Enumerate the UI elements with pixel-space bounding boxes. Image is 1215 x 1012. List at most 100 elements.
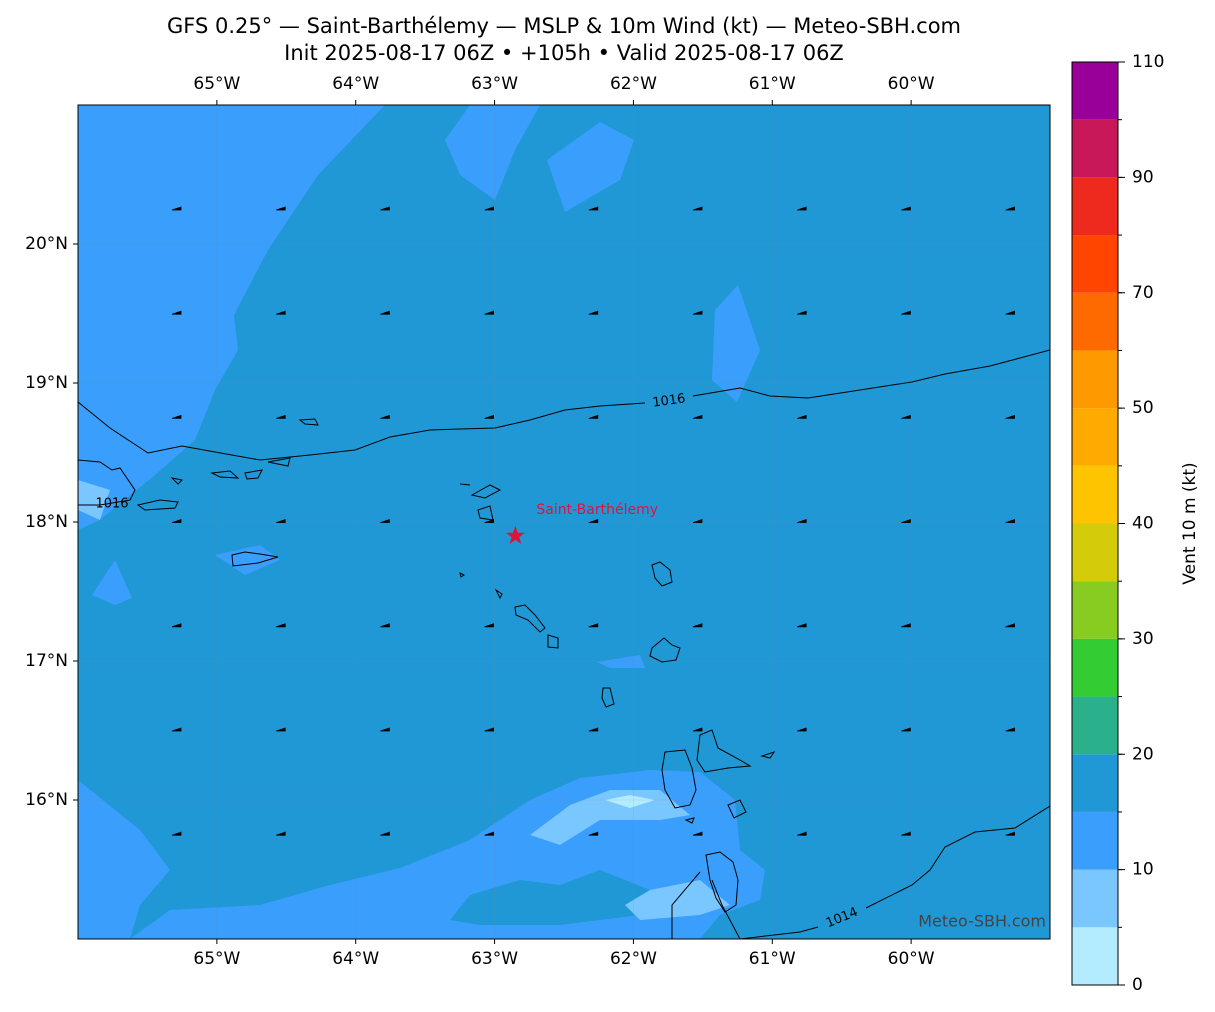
colorbar: 0 10 20 30 40 50 70 90 110 Vent 10 m (kt) <box>1071 52 1200 995</box>
wind-arrow <box>484 623 494 628</box>
wind-arrow <box>901 206 911 211</box>
colorbar-tick-label: 0 <box>1132 975 1143 995</box>
y-tick-label: 20°N <box>25 234 68 254</box>
wind-fill <box>78 480 730 920</box>
x-tick-label: 63°W <box>471 949 518 969</box>
wind-arrow <box>276 310 286 315</box>
colorbar-tick-label: 30 <box>1132 629 1154 649</box>
colorbar-segment <box>1072 465 1118 524</box>
map-area: 1016 1016 1014 Meteo-SBH.com <box>78 105 1050 939</box>
wind-arrow <box>692 519 703 523</box>
wind-arrow <box>484 831 494 836</box>
wind-arrow <box>797 623 807 628</box>
colorbar-segment <box>1072 292 1118 351</box>
wind-arrow <box>901 623 911 628</box>
wind-arrow <box>901 831 911 836</box>
wind-arrow <box>380 519 390 523</box>
wind-arrow <box>588 727 599 732</box>
wind-arrow <box>171 831 182 836</box>
wind-arrow <box>484 206 494 211</box>
y-tick-label: 19°N <box>25 373 68 393</box>
wind-arrow <box>797 414 807 419</box>
wind-arrow <box>380 414 390 419</box>
wind-arrow <box>797 831 807 836</box>
colorbar-tick-label: 10 <box>1132 860 1154 880</box>
wind-arrow <box>1005 623 1015 628</box>
wind-arrow <box>1005 206 1015 211</box>
wind-arrow <box>901 414 911 419</box>
wind-arrow <box>276 519 286 523</box>
wind-arrow <box>171 519 182 523</box>
colorbar-segment <box>1072 581 1118 639</box>
wind-arrow <box>797 310 807 315</box>
location-label: Saint-Barthélemy <box>536 502 658 518</box>
colorbar-segment <box>1072 177 1118 236</box>
colorbar-segment <box>1072 523 1118 582</box>
wind-fill <box>450 870 650 925</box>
colorbar-segment <box>1072 235 1118 293</box>
x-tick-label: 63°W <box>471 74 518 94</box>
x-tick-label: 61°W <box>749 74 796 94</box>
wind-arrow <box>1005 519 1015 523</box>
colorbar-tick-label: 20 <box>1132 744 1154 764</box>
wind-arrow <box>692 414 703 419</box>
wind-arrow <box>692 727 703 732</box>
colorbar-segment <box>1072 696 1118 755</box>
wind-arrow <box>171 623 182 628</box>
colorbar-segment <box>1072 811 1118 870</box>
colorbar-tick-label: 40 <box>1132 514 1154 534</box>
wind-arrow <box>797 727 807 732</box>
wind-arrow <box>588 206 599 211</box>
colorbar-segment <box>1072 638 1118 697</box>
y-tick-label: 17°N <box>25 651 68 671</box>
y-tick-label: 16°N <box>25 790 68 810</box>
x-tick-label: 65°W <box>193 74 240 94</box>
isobar-label: 1016 <box>652 391 687 410</box>
y-tick-label: 18°N <box>25 512 68 532</box>
wind-arrow <box>901 310 911 315</box>
isobar-label: 1016 <box>95 497 128 512</box>
wind-arrow <box>484 310 494 315</box>
wind-arrow <box>588 519 599 523</box>
colorbar-segment <box>1072 408 1118 466</box>
wind-arrow <box>380 831 390 836</box>
wind-arrow <box>276 206 286 211</box>
x-tick-label: 62°W <box>610 74 657 94</box>
wind-arrow <box>276 831 286 836</box>
wind-arrow <box>588 623 599 628</box>
wind-arrow <box>484 519 494 523</box>
x-tick-label: 64°W <box>332 74 379 94</box>
title-line: GFS 0.25° — Saint-Barthélemy — MSLP & 10… <box>167 14 961 38</box>
wind-arrow <box>171 206 182 211</box>
isobar <box>78 349 1050 939</box>
title-line: Init 2025-08-17 06Z • +105h • Valid 2025… <box>284 41 844 65</box>
colorbar-tick-label: 70 <box>1132 283 1154 303</box>
colorbar-segment <box>1072 869 1118 928</box>
wind-arrow <box>1005 831 1015 836</box>
wind-arrow <box>484 414 494 419</box>
colorbar-tick-label: 90 <box>1132 167 1154 187</box>
watermark: Meteo-SBH.com <box>918 912 1046 931</box>
colorbar-segment <box>1072 119 1118 178</box>
wind-arrow <box>380 727 390 732</box>
coastline <box>78 418 776 939</box>
colorbar-segment <box>1072 350 1118 409</box>
colorbar-tick-label: 50 <box>1132 398 1154 418</box>
location-marker <box>505 525 525 544</box>
wind-arrow <box>380 310 390 315</box>
colorbar-tick-label: 110 <box>1132 52 1164 72</box>
wind-arrow <box>588 310 599 315</box>
colorbar-label: Vent 10 m (kt) <box>1180 462 1200 584</box>
wind-arrow <box>901 727 911 732</box>
wind-arrow <box>276 623 286 628</box>
colorbar-segment <box>1072 927 1118 985</box>
wind-arrow <box>171 310 182 315</box>
wind-arrow <box>692 623 703 628</box>
wind-arrow <box>1005 310 1015 315</box>
wind-arrow <box>1005 727 1015 732</box>
wind-arrow <box>901 519 911 523</box>
colorbar-segment <box>1072 62 1118 120</box>
x-tick-label: 62°W <box>610 949 657 969</box>
wind-arrow <box>171 727 182 732</box>
wind-arrow <box>380 206 390 211</box>
